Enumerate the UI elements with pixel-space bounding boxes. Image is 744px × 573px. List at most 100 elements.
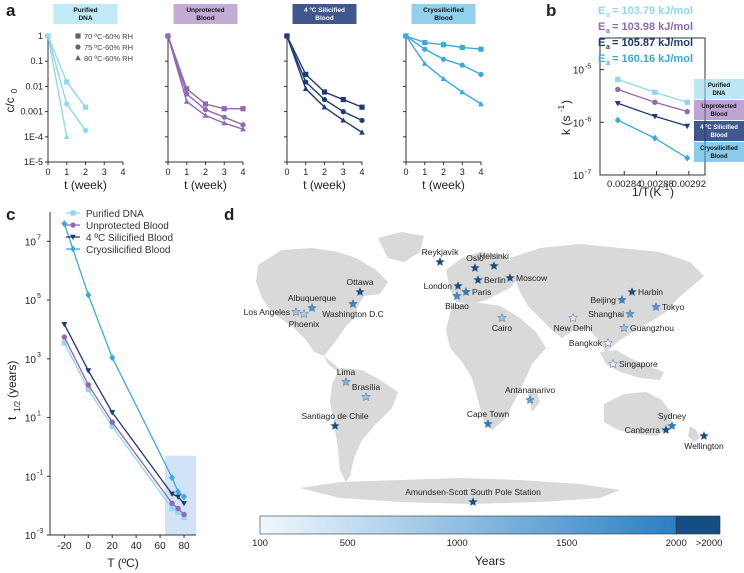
legend-box xyxy=(694,142,744,162)
x-axis-label: t (week) xyxy=(184,178,227,192)
annotation-value: = 103.98 kJ/mol xyxy=(612,21,693,33)
x-tick-label: 1 xyxy=(422,167,427,177)
data-point xyxy=(440,42,447,48)
subplot-title-box xyxy=(53,4,118,24)
legend-label: DNA xyxy=(713,91,727,97)
x-tick-label: 0.00288 xyxy=(639,179,673,190)
city-star-icon xyxy=(461,286,471,297)
city-marker: Amundsen-Scott South Pole Station xyxy=(405,487,541,507)
annotation-value: = 160.16 kJ/mol xyxy=(612,53,693,65)
y-tick-label: 10 xyxy=(573,118,585,129)
city-star-icon xyxy=(483,418,493,429)
legend-label: Purified DNA xyxy=(86,209,144,220)
city-label: Cairo xyxy=(492,323,513,333)
y-axis-label-sub: 1/2 xyxy=(13,400,22,412)
y-tick-exp: 3 xyxy=(37,352,41,359)
colorbar-tick-label: >2000 xyxy=(696,538,723,549)
annotation-prefix: E xyxy=(598,5,605,17)
city-label: Amundsen-Scott South Pole Station xyxy=(405,487,541,497)
data-point xyxy=(321,104,328,110)
city-label: Washington D.C xyxy=(322,309,384,319)
series-line xyxy=(405,35,482,76)
city-star-icon xyxy=(470,262,480,273)
y-axis-label-sup: -1 xyxy=(557,104,566,112)
y-tick-label: 0.01 xyxy=(25,81,43,91)
subplot-title: Blood xyxy=(196,15,214,22)
city-label: Brasília xyxy=(352,382,381,392)
data-point xyxy=(82,104,89,110)
city-label: Bangkok xyxy=(569,338,603,348)
x-tick-label: 0 xyxy=(284,167,289,177)
city-marker: Oslo xyxy=(466,253,484,273)
annotation-value: = 105.87 kJ/mol xyxy=(612,37,693,49)
city-star-icon xyxy=(299,308,309,319)
city-label: Albuquerque xyxy=(288,293,336,303)
data-point xyxy=(422,46,428,52)
city-marker: Canberra xyxy=(625,424,671,435)
y-tick-label: 10 xyxy=(25,531,37,542)
legend-box xyxy=(694,121,744,141)
city-label: Paris xyxy=(472,287,491,297)
australia-land xyxy=(604,392,672,436)
legend-label: 75 ºC-60% RH xyxy=(84,43,133,52)
subplot-title-box xyxy=(173,4,238,24)
x-axis-label-sup: -1 xyxy=(662,183,670,192)
data-point xyxy=(109,419,115,425)
y-tick-exp: -5 xyxy=(585,64,591,71)
city-marker: Bangkok xyxy=(569,337,613,348)
series-line xyxy=(47,35,68,137)
legend-label: Unprotected Blood xyxy=(86,221,169,232)
city-label: Lima xyxy=(337,367,356,377)
data-point xyxy=(202,112,209,118)
city-star-icon xyxy=(619,322,629,333)
city-label: Sydney xyxy=(658,411,687,421)
city-marker: Antananarivo xyxy=(505,385,555,405)
x-tick-label: 60 xyxy=(155,541,167,552)
data-point xyxy=(340,117,347,123)
data-point xyxy=(169,500,175,507)
legend-label: 4 ºC Silicified Blood xyxy=(86,233,173,244)
legend-label: Blood xyxy=(711,133,728,139)
city-label: Antananarivo xyxy=(505,385,555,395)
city-marker: Cape Town xyxy=(467,409,510,429)
y-tick-label: 1E-4 xyxy=(24,132,43,142)
city-label: Cape Town xyxy=(467,409,510,419)
city-star-icon xyxy=(651,301,661,312)
data-point xyxy=(175,509,181,515)
city-star-icon xyxy=(468,496,478,507)
y-tick-label: 10 xyxy=(25,296,37,307)
data-point xyxy=(340,109,346,115)
y-tick-label: 10 xyxy=(25,355,37,366)
x-tick-label: 1 xyxy=(64,167,69,177)
x-tick-label: 1 xyxy=(303,167,308,177)
data-point xyxy=(109,423,115,430)
city-label: Moscow xyxy=(516,273,548,283)
city-marker: Los Angeles xyxy=(244,306,301,317)
annotation-sub: a xyxy=(606,60,610,67)
data-point xyxy=(440,75,447,82)
subplot-title: Unprotected xyxy=(186,7,224,14)
x-axis-label: t (week) xyxy=(303,178,346,192)
city-star-icon xyxy=(603,337,613,348)
madagascar-land xyxy=(528,388,540,412)
annotation-prefix: E xyxy=(598,53,605,65)
city-marker: Harbin xyxy=(627,286,663,297)
panel-d: d 100 500 1000 1500 2000 >2000 Years Reykjavík Os… xyxy=(224,205,724,568)
data-point xyxy=(651,134,658,142)
y-tick-exp: -7 xyxy=(585,169,591,176)
data-point xyxy=(240,126,246,132)
data-point xyxy=(321,89,328,95)
southeast-asia-land xyxy=(600,350,664,380)
data-point xyxy=(359,117,365,123)
data-point xyxy=(440,56,447,62)
data-point xyxy=(63,133,70,140)
data-point xyxy=(61,334,68,340)
legend-label: Blood xyxy=(711,154,728,160)
colorbar-tick-label: 1000 xyxy=(447,538,468,549)
data-point xyxy=(202,101,209,107)
uk-land xyxy=(452,264,462,284)
data-point xyxy=(169,491,176,498)
new-zealand-land xyxy=(688,426,700,442)
